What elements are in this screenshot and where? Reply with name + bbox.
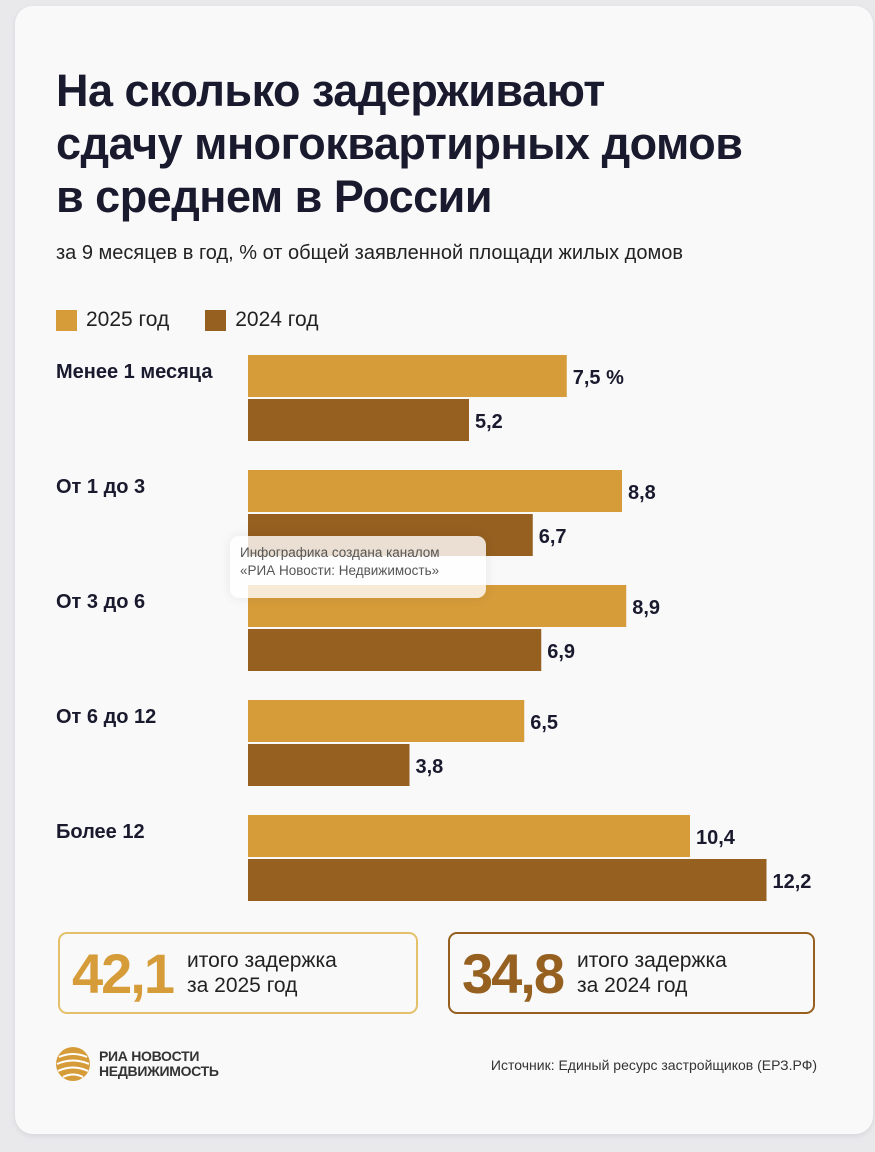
category-label: От 3 до 6 xyxy=(56,591,145,613)
bar-value-label: 12,2 xyxy=(773,871,812,893)
bar-2025 xyxy=(248,355,567,397)
infographic-card: На сколько задерживают сдачу многокварти… xyxy=(15,6,873,1134)
chart-legend: 2025 год 2024 год xyxy=(56,308,354,332)
ria-globe-icon xyxy=(56,1047,90,1081)
legend-item-2025: 2025 год xyxy=(56,308,169,332)
category-label: Более 12 xyxy=(56,821,145,843)
bar-value-label: 6,5 xyxy=(530,712,558,734)
legend-item-2024: 2024 год xyxy=(205,308,318,332)
category-label: Менее 1 месяца xyxy=(56,361,213,383)
total-2024-label: итого задержка за 2024 год xyxy=(577,949,727,997)
bar-value-label: 10,4 xyxy=(696,827,736,849)
subtitle: за 9 месяцев в год, % от общей заявленно… xyxy=(56,242,683,264)
bar-value-label: 8,9 xyxy=(632,597,660,619)
category-label: От 6 до 12 xyxy=(56,706,156,728)
legend-label-2025: 2025 год xyxy=(86,308,170,331)
bar-2025 xyxy=(248,815,690,857)
page-title: На сколько задерживают сдачу многокварти… xyxy=(56,65,743,222)
total-2024-value: 34,8 xyxy=(462,941,565,1005)
total-2025-label: итого задержка за 2025 год xyxy=(187,949,337,997)
total-2025-box: 42,1 итого задержка за 2025 год xyxy=(58,932,418,1014)
bar-chart: Менее 1 месяца 7,5 % 5,2 От 1 до 3 8,8 6,7 От … xyxy=(56,355,812,901)
bar-2024 xyxy=(248,629,542,671)
legend-swatch-2024 xyxy=(205,309,227,331)
total-2024-box: 34,8 итого задержка за 2024 год xyxy=(448,932,815,1014)
source-note: Источник: Единый ресурс застройщиков (ЕР… xyxy=(490,1057,817,1073)
bar-2024 xyxy=(248,744,410,786)
bar-value-label: 7,5 % xyxy=(573,367,624,389)
category-label: От 1 до 3 xyxy=(56,476,145,498)
bar-value-label: 8,8 xyxy=(628,482,656,504)
bar-2025 xyxy=(248,700,525,742)
bar-2024 xyxy=(248,399,469,441)
bar-value-label: 6,9 xyxy=(547,641,575,663)
logo-text: РИА НОВОСТИ НЕДВИЖИМОСТЬ xyxy=(99,1048,219,1079)
bar-value-label: 3,8 xyxy=(416,756,444,778)
legend-label-2024: 2024 год xyxy=(235,308,319,331)
total-2025-value: 42,1 xyxy=(72,941,175,1005)
ria-logo: РИА НОВОСТИ НЕДВИЖИМОСТЬ xyxy=(55,1046,219,1082)
bar-value-label: 6,7 xyxy=(539,526,567,548)
watermark-badge: Инфографика создана каналом «РИА Новости… xyxy=(230,536,486,598)
bar-2025 xyxy=(248,470,622,512)
legend-swatch-2025 xyxy=(56,309,77,331)
bar-value-label: 5,2 xyxy=(475,411,503,433)
bar-2024 xyxy=(248,859,767,901)
